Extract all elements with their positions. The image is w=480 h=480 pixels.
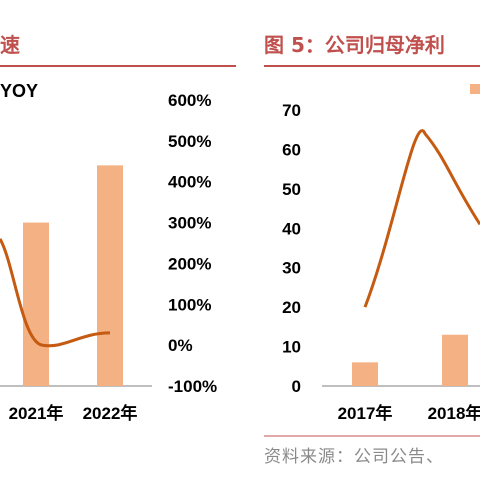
left-x-tick-label: 2021年 [9, 403, 64, 423]
left-y2-tick-label: 200% [168, 254, 211, 273]
left-bar [97, 165, 123, 386]
right-y-tick-label: 20 [282, 298, 301, 317]
left-y2-tick-label: -100% [168, 377, 217, 396]
right-y-tick-label: 60 [282, 140, 301, 159]
left-bar [23, 222, 49, 386]
left-legend-label: YOY [0, 81, 38, 101]
right-legend-swatch [470, 84, 480, 94]
left-y2-tick-label: 100% [168, 295, 211, 314]
left-y2-tick-label: 0% [168, 336, 193, 355]
left-y2-tick-label: 300% [168, 214, 211, 233]
right-y-tick-label: 0 [292, 377, 301, 396]
right-y-tick-label: 50 [282, 180, 301, 199]
left-y2-tick-label: 600% [168, 91, 211, 110]
left-y2-tick-label: 400% [168, 173, 211, 192]
source-note: 资料来源：公司公告、 [264, 447, 444, 467]
right-x-tick-label: 2018年 [428, 403, 480, 423]
right-y-tick-label: 70 [282, 101, 301, 120]
left-chart: 2021年 2022年 600% 500% 400% 300% 200% 100% 0% -10… [0, 91, 217, 423]
left-y2-tick-label: 500% [168, 132, 211, 151]
right-y-tick-label: 40 [282, 219, 301, 238]
right-chart-title: 图 5：公司归母净利 [264, 33, 445, 57]
right-series-line [363, 129, 480, 308]
right-y-tick-label: 10 [282, 338, 301, 357]
left-chart-title-fragment: 速 [0, 33, 20, 57]
right-y-tick-label: 30 [282, 259, 301, 278]
right-bar [352, 362, 378, 386]
left-x-tick-label: 2022年 [83, 403, 138, 423]
right-bar [442, 334, 468, 386]
right-x-tick-label: 2017年 [338, 403, 393, 423]
right-chart: 2017年 2018年 70 60 50 40 30 20 10 0 [282, 101, 480, 423]
left-yoy-series-line [0, 238, 111, 348]
